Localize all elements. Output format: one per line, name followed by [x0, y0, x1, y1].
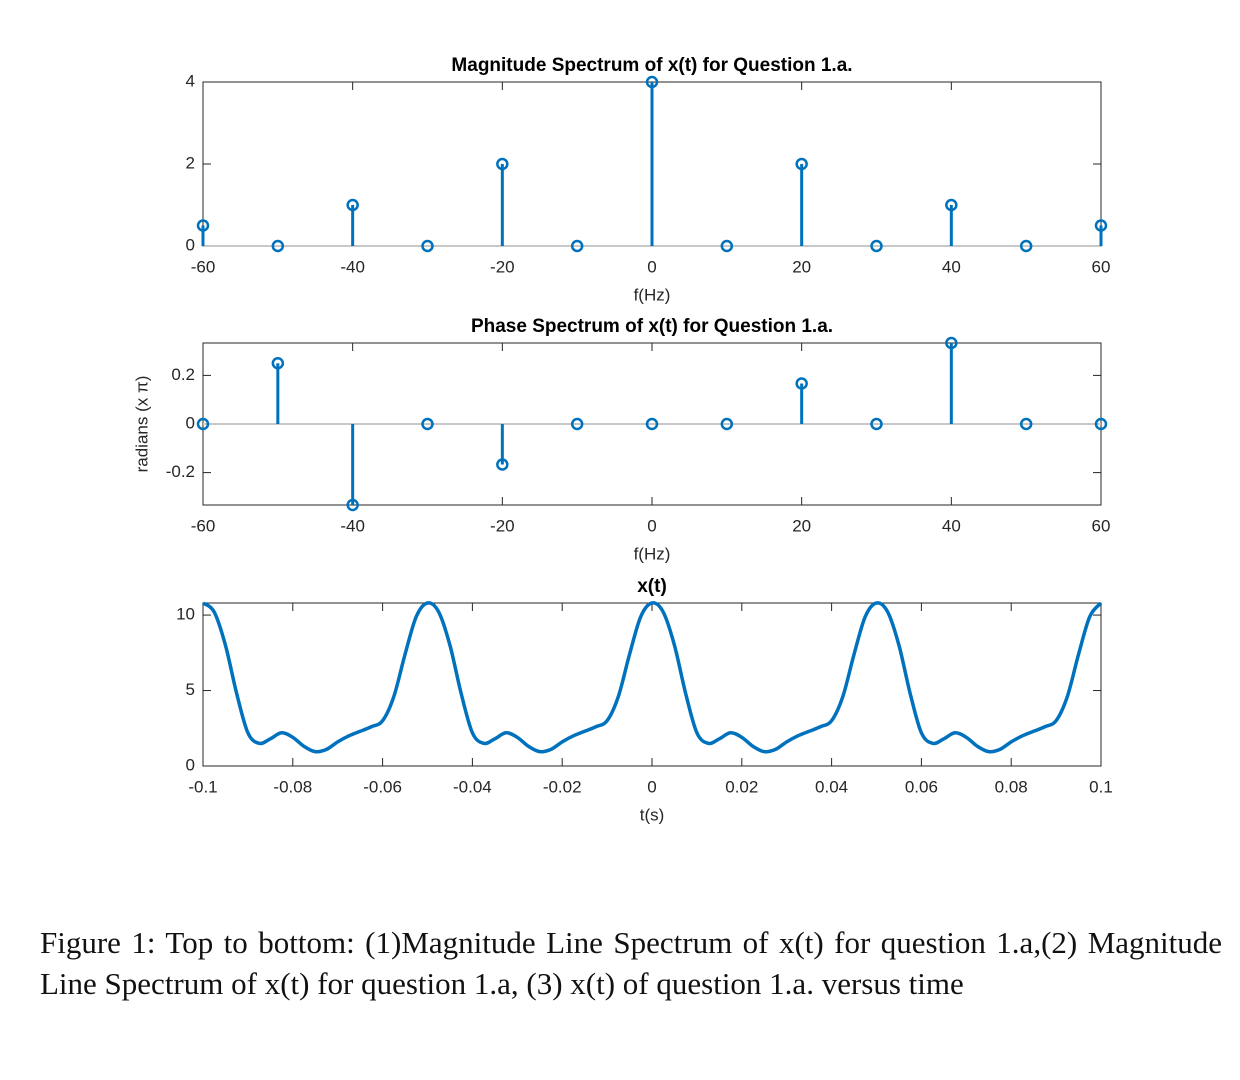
x-axis-label: t(s): [640, 805, 665, 824]
stem-marker: [795, 377, 808, 390]
x-tick-label: 20: [792, 516, 811, 535]
stem-marker: [346, 198, 359, 212]
x-tick-label: 60: [1092, 516, 1111, 535]
stem-marker: [570, 417, 584, 431]
stem-marker: [346, 498, 359, 512]
chart-title: Magnitude Spectrum of x(t) for Question …: [451, 55, 852, 76]
stem-marker: [421, 417, 434, 431]
x-tick-label: 20: [792, 257, 811, 276]
y-tick-label: 10: [176, 605, 195, 624]
x-tick-label: -20: [490, 516, 515, 535]
x-tick-label: 0.02: [725, 777, 758, 796]
x-tick-label: 0.04: [815, 777, 848, 796]
x-tick-label: -20: [490, 257, 515, 276]
y-tick-label: 0: [186, 413, 195, 432]
stem-marker: [720, 239, 734, 253]
chart-title: x(t): [637, 576, 667, 597]
signal-line: [201, 601, 1103, 754]
x-tick-label: -0.1: [188, 777, 217, 796]
caption: Figure 1: Top to bottom: (1)Magnitude Li…: [40, 925, 1222, 1001]
x-tick-label: -40: [340, 257, 365, 276]
y-tick-label: -0.2: [166, 462, 195, 481]
x-tick-label: 40: [942, 516, 961, 535]
stem-marker: [870, 239, 883, 253]
x-tick-label: 0.06: [905, 777, 938, 796]
x-tick-label: 0: [647, 257, 656, 276]
stem-marker: [271, 239, 285, 253]
y-tick-label: 2: [186, 153, 195, 172]
x-tick-label: -0.02: [543, 777, 582, 796]
stem-marker: [795, 157, 808, 171]
x-tick-label: -0.06: [363, 777, 402, 796]
stem-marker: [645, 417, 659, 431]
x-tick-label: 0.08: [995, 777, 1028, 796]
axes-box: [202, 602, 1102, 767]
y-tick-label: 0.2: [171, 365, 195, 384]
x-tick-label: 0: [647, 516, 656, 535]
stem-marker: [945, 198, 958, 212]
stem-marker: [196, 417, 210, 431]
stem-marker: [196, 219, 210, 232]
x-tick-label: 0: [647, 777, 656, 796]
stem-marker: [271, 356, 285, 370]
stem-marker: [496, 458, 509, 471]
stem-marker: [421, 239, 434, 253]
x-axis-label: f(Hz): [634, 285, 671, 304]
stem-marker: [496, 157, 509, 171]
stem-marker: [1094, 417, 1108, 431]
x-tick-label: 0.1: [1089, 777, 1113, 796]
x-tick-label: 40: [942, 257, 961, 276]
figure: -60 -40 -20 0 20 40 60 0 2 4 Magnitude Spectrum of…: [132, 55, 1113, 824]
y-tick-label: 0: [186, 755, 195, 774]
stem-marker: [720, 417, 734, 431]
x-tick-label: -40: [340, 516, 365, 535]
y-tick-label: 4: [186, 71, 195, 90]
x-tick-label: -60: [191, 516, 216, 535]
stem-marker: [945, 336, 958, 350]
y-tick-label: 5: [186, 680, 195, 699]
stem-marker: [645, 75, 659, 89]
stem-marker: [1019, 417, 1033, 431]
y-tick-label: 0: [186, 235, 195, 254]
stem-marker: [1094, 219, 1108, 232]
stem-marker: [570, 239, 584, 253]
stem-marker: [870, 417, 883, 431]
x-axis-label: f(Hz): [634, 544, 671, 563]
x-tick-label: -60: [191, 257, 216, 276]
stem-marker: [1019, 239, 1033, 253]
x-tick-label: -0.08: [273, 777, 312, 796]
y-axis-label: radians (x π): [132, 376, 151, 473]
chart-title: Phase Spectrum of x(t) for Question 1.a.: [471, 316, 833, 337]
x-tick-label: 60: [1092, 257, 1111, 276]
x-tick-label: -0.04: [453, 777, 492, 796]
